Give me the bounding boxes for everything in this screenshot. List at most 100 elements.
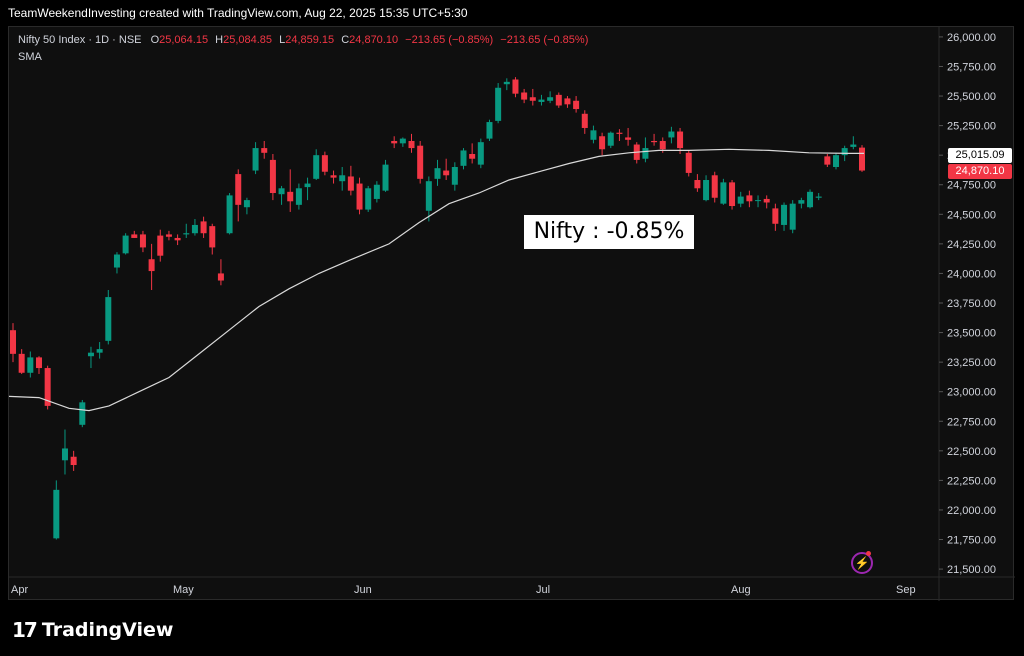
candle-body bbox=[807, 191, 814, 208]
candle-body bbox=[469, 153, 476, 159]
candle-body bbox=[183, 233, 190, 235]
candle-body bbox=[746, 195, 753, 202]
candle-body bbox=[850, 144, 857, 147]
candle-body bbox=[330, 175, 337, 178]
candle-body bbox=[781, 204, 788, 225]
candle-body bbox=[261, 148, 268, 153]
candle-body bbox=[486, 122, 493, 139]
candle-body bbox=[789, 203, 796, 230]
candle-body bbox=[564, 98, 571, 105]
chart-svg[interactable]: 26,000.00 25,750.00 25,500.00 25,250.00 25,0… bbox=[9, 27, 1015, 601]
candle-body bbox=[27, 357, 34, 373]
candle-body bbox=[460, 150, 467, 166]
candle-body bbox=[625, 137, 632, 140]
y-tick-label: 25,750.00 bbox=[947, 61, 996, 73]
y-tick-label: 26,000.00 bbox=[947, 32, 996, 44]
tradingview-logo[interactable]: 17 TradingView bbox=[12, 618, 173, 642]
candle-body bbox=[607, 132, 614, 146]
candle-body bbox=[659, 140, 666, 150]
candle-body bbox=[737, 196, 744, 204]
candle-body bbox=[677, 131, 684, 149]
candle-body bbox=[711, 175, 718, 198]
candle-body bbox=[96, 349, 103, 353]
y-tick-label: 25,500.00 bbox=[947, 91, 996, 103]
open-label: O bbox=[150, 34, 160, 46]
candle-body bbox=[321, 155, 328, 172]
x-tick-label: Jun bbox=[354, 584, 372, 596]
candle-body bbox=[434, 168, 441, 179]
candle-body bbox=[200, 221, 207, 234]
x-tick-label: Sep bbox=[896, 584, 916, 596]
candle-body bbox=[209, 226, 216, 248]
symbol-legend: Nifty 50 Index · 1D · NSE O25,064.15 H25… bbox=[18, 34, 588, 46]
y-tick-label: 24,250.00 bbox=[947, 239, 996, 251]
close-label: C bbox=[341, 34, 350, 46]
y-tick-label: 22,250.00 bbox=[947, 475, 996, 487]
symbol-name[interactable]: Nifty 50 Index · 1D · NSE bbox=[18, 34, 142, 46]
candle-body bbox=[217, 273, 224, 281]
candle-body bbox=[174, 237, 181, 241]
candle-body bbox=[287, 191, 294, 202]
sma-indicator-label[interactable]: SMA bbox=[18, 51, 42, 63]
chart-header: TeamWeekendInvesting created with Tradin… bbox=[8, 6, 468, 20]
candle-body bbox=[417, 145, 424, 179]
candle-body bbox=[798, 200, 805, 204]
candle-body bbox=[10, 330, 16, 354]
candle-body bbox=[373, 184, 380, 199]
y-tick-label: 22,000.00 bbox=[947, 505, 996, 517]
candle-body bbox=[824, 156, 831, 165]
candle-body bbox=[105, 297, 112, 341]
sma-price-tag: 25,015.09 bbox=[948, 148, 1012, 163]
candle-body bbox=[495, 87, 502, 121]
lightning-icon[interactable]: ⚡ bbox=[851, 552, 873, 574]
candle-body bbox=[18, 353, 25, 373]
x-tick-label: Jul bbox=[536, 584, 550, 596]
low-label: L bbox=[279, 34, 286, 46]
candle-body bbox=[139, 234, 146, 248]
candle-body bbox=[356, 183, 363, 210]
candle-body bbox=[304, 183, 311, 188]
x-tick-label: Aug bbox=[731, 584, 751, 596]
candle-body bbox=[859, 147, 865, 171]
notification-dot bbox=[866, 551, 871, 556]
high-label: H bbox=[215, 34, 224, 46]
close-price-tag: 24,870.10 bbox=[948, 164, 1012, 179]
candle-body bbox=[425, 181, 432, 211]
y-tick-label: 22,500.00 bbox=[947, 446, 996, 458]
candle-body bbox=[131, 234, 138, 238]
candle-body bbox=[755, 200, 762, 202]
candle-body bbox=[538, 99, 545, 102]
candle-body bbox=[833, 155, 840, 167]
candle-body bbox=[408, 140, 415, 149]
candle-body bbox=[503, 81, 510, 85]
y-tick-label: 23,750.00 bbox=[947, 298, 996, 310]
candle-body bbox=[729, 182, 736, 207]
low-value: 24,859.15 bbox=[285, 34, 335, 46]
candle-body bbox=[339, 175, 346, 182]
candle-body bbox=[685, 152, 692, 173]
y-tick-label: 23,250.00 bbox=[947, 357, 996, 369]
chart-area[interactable]: 26,000.00 25,750.00 25,500.00 25,250.00 25,0… bbox=[8, 26, 1015, 601]
candle-body bbox=[295, 188, 302, 205]
candle-body bbox=[651, 140, 658, 143]
high-value: 25,084.85 bbox=[223, 34, 273, 46]
candle-body bbox=[477, 142, 484, 165]
x-tick-label: Apr bbox=[11, 584, 28, 596]
candle-body bbox=[763, 198, 770, 203]
candle-body bbox=[599, 136, 606, 150]
y-tick-label: 21,750.00 bbox=[947, 535, 996, 547]
y-tick-label: 24,500.00 bbox=[947, 209, 996, 221]
y-tick-label: 23,500.00 bbox=[947, 328, 996, 340]
tradingview-mark-icon: 17 bbox=[12, 618, 38, 642]
candle-body bbox=[191, 224, 198, 234]
candle-body bbox=[70, 456, 77, 466]
candle-body bbox=[529, 97, 536, 101]
candle-body bbox=[44, 368, 51, 406]
candle-body bbox=[113, 254, 120, 268]
y-tick-label: 23,000.00 bbox=[947, 387, 996, 399]
change-value-2: −213.65 (−0.85%) bbox=[500, 34, 589, 46]
candle-body bbox=[235, 174, 242, 205]
candle-body bbox=[512, 79, 519, 94]
candle-body bbox=[590, 130, 597, 140]
candle-body bbox=[87, 352, 94, 357]
